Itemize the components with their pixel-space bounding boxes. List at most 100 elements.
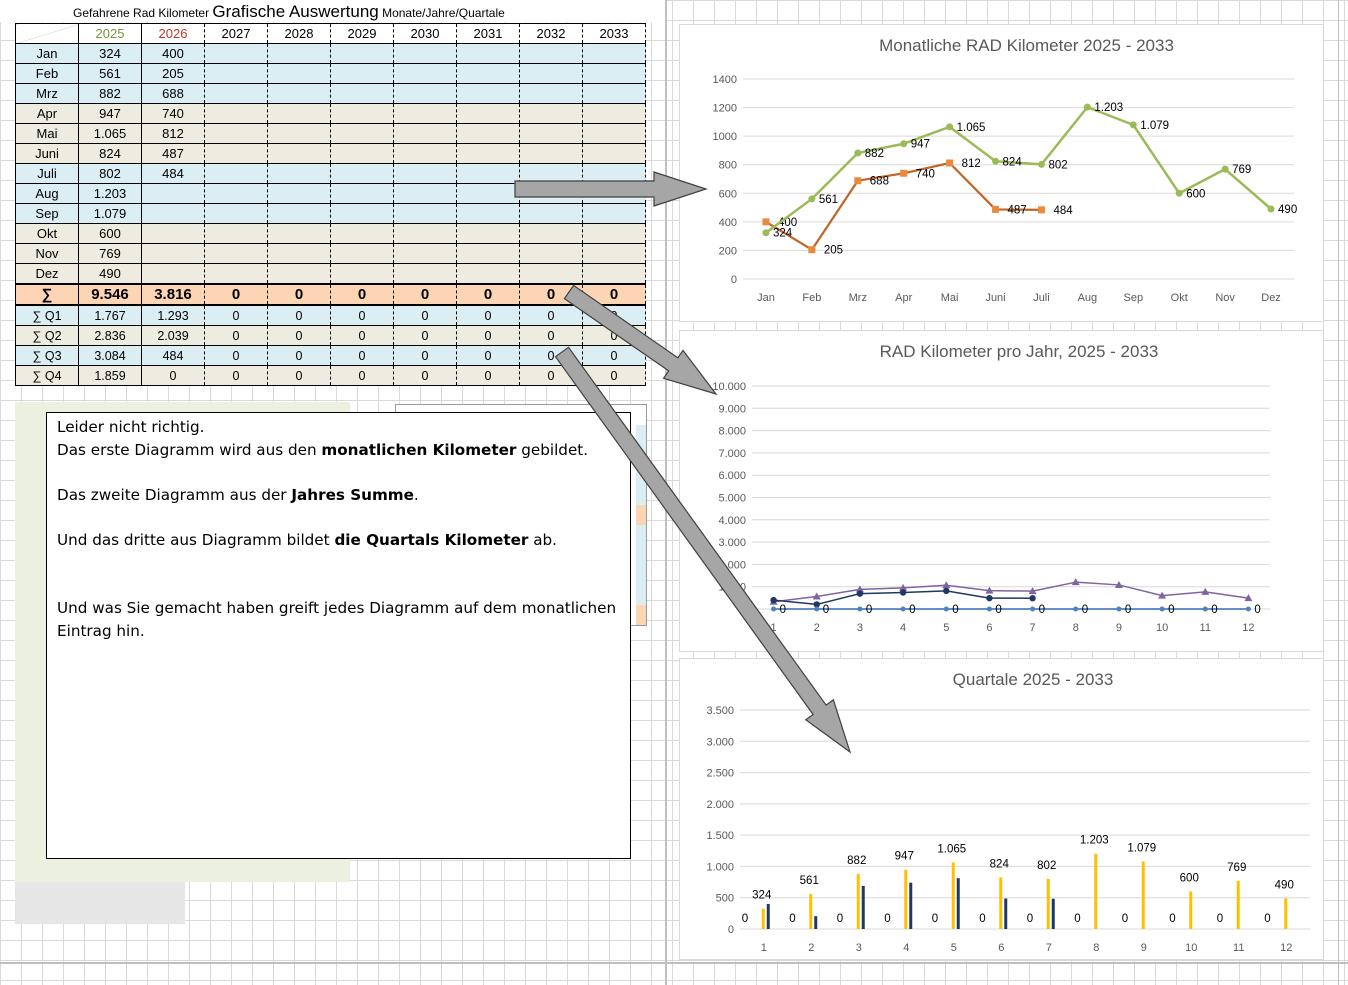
value-cell[interactable] — [204, 223, 268, 244]
value-cell[interactable]: 1.293 — [141, 304, 205, 326]
value-cell[interactable] — [393, 263, 457, 285]
value-cell[interactable]: 0 — [267, 304, 331, 326]
quarterly-bar-chart[interactable]: Quartale 2025 - 2033 0 500 1.000 1.500 2.000 2… — [679, 658, 1324, 960]
value-cell[interactable]: 812 — [141, 123, 205, 144]
value-cell[interactable] — [582, 83, 646, 104]
value-cell[interactable] — [204, 103, 268, 124]
value-cell[interactable]: 2.039 — [141, 325, 205, 346]
value-cell[interactable] — [582, 223, 646, 244]
value-cell[interactable]: 561 — [78, 63, 142, 84]
year-header-cell[interactable]: 2032 — [519, 23, 583, 44]
value-cell[interactable]: 0 — [141, 365, 205, 386]
value-cell[interactable]: 0 — [204, 365, 268, 386]
row-label-cell[interactable]: Mai — [15, 123, 79, 144]
value-cell[interactable] — [393, 143, 457, 164]
value-cell[interactable] — [267, 123, 331, 144]
value-cell[interactable] — [330, 223, 394, 244]
row-label-cell[interactable]: Apr — [15, 103, 79, 124]
value-cell[interactable] — [204, 203, 268, 224]
value-cell[interactable]: 688 — [141, 83, 205, 104]
value-cell[interactable]: 0 — [519, 304, 583, 326]
value-cell[interactable] — [519, 243, 583, 264]
row-label-cell[interactable]: Dez — [15, 263, 79, 285]
value-cell[interactable] — [519, 183, 583, 204]
value-cell[interactable] — [267, 143, 331, 164]
value-cell[interactable] — [393, 123, 457, 144]
value-cell[interactable] — [519, 163, 583, 184]
value-cell[interactable] — [393, 243, 457, 264]
value-cell[interactable]: 0 — [456, 304, 520, 326]
value-cell[interactable]: 740 — [141, 103, 205, 124]
value-cell[interactable]: 0 — [330, 345, 394, 366]
value-cell[interactable] — [393, 163, 457, 184]
year-header-cell[interactable]: 2029 — [330, 23, 394, 44]
value-cell[interactable] — [456, 83, 520, 104]
row-label-cell[interactable]: ∑ Q1 — [15, 304, 79, 326]
value-cell[interactable]: 0 — [456, 325, 520, 346]
row-label-cell[interactable]: ∑ Q2 — [15, 325, 79, 346]
value-cell[interactable] — [456, 63, 520, 84]
value-cell[interactable] — [519, 63, 583, 84]
row-label-cell[interactable]: ∑ Q4 — [15, 365, 79, 386]
row-label-cell[interactable] — [15, 23, 79, 44]
value-cell[interactable]: 824 — [78, 143, 142, 164]
value-cell[interactable] — [141, 183, 205, 204]
value-cell[interactable] — [330, 183, 394, 204]
value-cell[interactable]: 0 — [204, 345, 268, 366]
value-cell[interactable]: 0 — [582, 345, 646, 366]
value-cell[interactable] — [582, 263, 646, 285]
value-cell[interactable] — [141, 243, 205, 264]
value-cell[interactable] — [330, 163, 394, 184]
year-header-cell[interactable]: 2030 — [393, 23, 457, 44]
value-cell[interactable]: 0 — [204, 304, 268, 326]
row-label-cell[interactable]: Mrz — [15, 83, 79, 104]
value-cell[interactable] — [204, 123, 268, 144]
value-cell[interactable] — [582, 103, 646, 124]
value-cell[interactable]: 0 — [456, 365, 520, 386]
value-cell[interactable] — [204, 83, 268, 104]
value-cell[interactable]: 0 — [393, 345, 457, 366]
row-label-cell[interactable]: Jan — [15, 43, 79, 64]
value-cell[interactable] — [582, 183, 646, 204]
value-cell[interactable] — [582, 143, 646, 164]
value-cell[interactable] — [141, 203, 205, 224]
year-header-cell[interactable]: 2028 — [267, 23, 331, 44]
value-cell[interactable]: 9.546 — [78, 283, 142, 306]
row-label-cell[interactable]: ∑ — [15, 283, 79, 306]
value-cell[interactable]: 0 — [330, 283, 394, 306]
value-cell[interactable]: 1.859 — [78, 365, 142, 386]
value-cell[interactable] — [204, 63, 268, 84]
value-cell[interactable] — [456, 263, 520, 285]
row-label-cell[interactable]: Sep — [15, 203, 79, 224]
value-cell[interactable]: 0 — [267, 345, 331, 366]
value-cell[interactable]: 0 — [393, 304, 457, 326]
row-label-cell[interactable]: Juni — [15, 143, 79, 164]
value-cell[interactable] — [456, 43, 520, 64]
value-cell[interactable]: 882 — [78, 83, 142, 104]
value-cell[interactable]: 205 — [141, 63, 205, 84]
value-cell[interactable] — [267, 183, 331, 204]
value-cell[interactable]: 0 — [330, 365, 394, 386]
value-cell[interactable]: 0 — [582, 365, 646, 386]
value-cell[interactable]: 0 — [330, 304, 394, 326]
value-cell[interactable] — [582, 243, 646, 264]
value-cell[interactable] — [393, 83, 457, 104]
year-header-cell[interactable]: 2033 — [582, 23, 646, 44]
row-label-cell[interactable]: Okt — [15, 223, 79, 244]
value-cell[interactable]: 0 — [582, 304, 646, 326]
value-cell[interactable]: 490 — [78, 263, 142, 285]
value-cell[interactable]: 2.836 — [78, 325, 142, 346]
value-cell[interactable] — [519, 83, 583, 104]
value-cell[interactable]: 0 — [393, 365, 457, 386]
value-cell[interactable] — [519, 123, 583, 144]
value-cell[interactable]: 484 — [141, 163, 205, 184]
row-label-cell[interactable]: ∑ Q3 — [15, 345, 79, 366]
value-cell[interactable] — [204, 143, 268, 164]
value-cell[interactable] — [393, 183, 457, 204]
value-cell[interactable] — [267, 63, 331, 84]
value-cell[interactable] — [330, 243, 394, 264]
value-cell[interactable] — [141, 263, 205, 285]
value-cell[interactable]: 0 — [393, 283, 457, 306]
value-cell[interactable] — [582, 123, 646, 144]
value-cell[interactable] — [582, 203, 646, 224]
